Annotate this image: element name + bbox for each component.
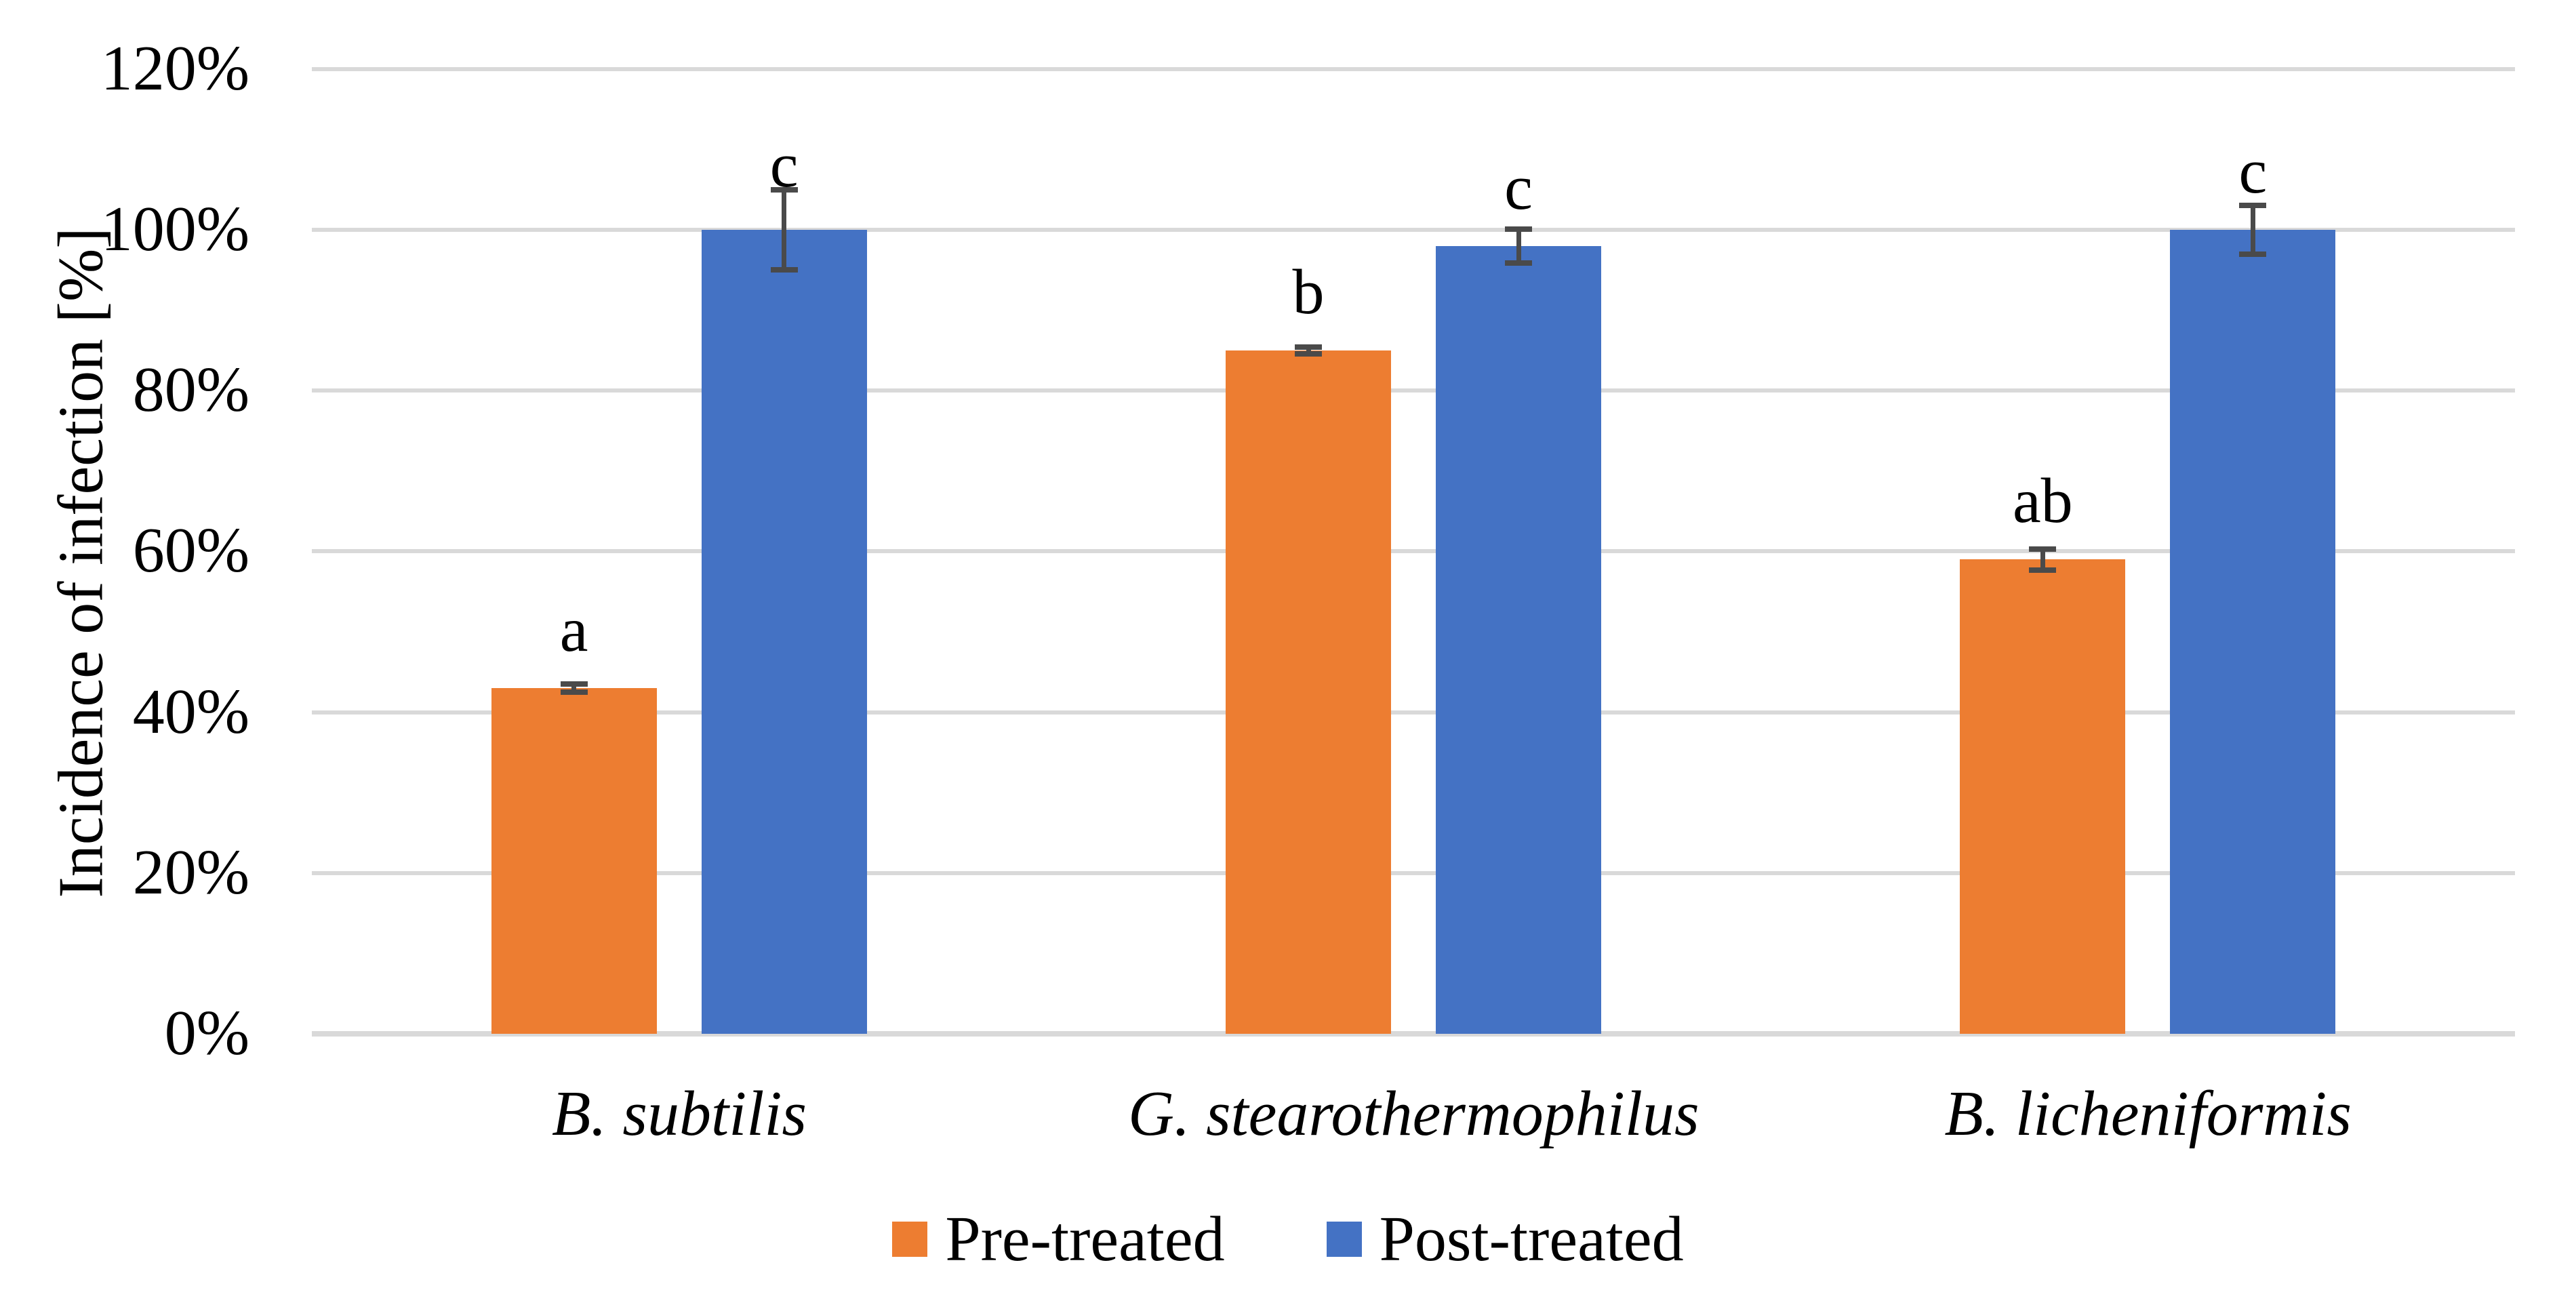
legend-item-post-treated: Post-treated — [1326, 1204, 1684, 1274]
error-bar-cap-top-post-treated-b-licheniformis — [2239, 203, 2267, 209]
error-bar-cap-bottom-pre-treated-g-stearothermophilus — [1295, 350, 1322, 357]
significance-letter-post-treated-b-subtilis: c — [769, 129, 799, 201]
error-bar-cap-bottom-post-treated-g-stearothermophilus — [1505, 260, 1532, 266]
y-tick-label-0: 0% — [164, 998, 249, 1068]
error-bar-cap-bottom-post-treated-b-subtilis — [770, 267, 798, 273]
x-axis-line — [312, 1031, 2515, 1037]
gridline-20 — [312, 870, 2515, 875]
significance-letter-pre-treated-b-licheniformis: ab — [2012, 466, 2073, 537]
legend-label-pre-treated: Pre-treated — [945, 1204, 1225, 1274]
significance-letter-pre-treated-g-stearothermophilus: b — [1292, 256, 1325, 327]
x-category-label-b-subtilis: B. subtilis — [551, 1079, 807, 1149]
x-category-label-b-licheniformis: B. licheniformis — [1944, 1079, 2352, 1149]
error-bar-line-post-treated-g-stearothermophilus — [1516, 228, 1521, 263]
legend-swatch-post-treated — [1326, 1222, 1362, 1257]
legend-label-post-treated: Post-treated — [1379, 1204, 1684, 1274]
bar-pre-treated-g-stearothermophilus — [1226, 350, 1391, 1034]
gridline-40 — [312, 710, 2515, 715]
error-bar-cap-top-pre-treated-b-licheniformis — [2029, 546, 2057, 552]
gridline-100 — [312, 228, 2515, 232]
x-category-label-g-stearothermophilus: G. stearothermophilus — [1128, 1079, 1699, 1149]
bar-pre-treated-b-licheniformis — [1960, 559, 2126, 1034]
y-tick-label-40: 40% — [132, 676, 249, 747]
error-bar-cap-top-pre-treated-g-stearothermophilus — [1295, 344, 1322, 350]
legend-swatch-pre-treated — [892, 1222, 928, 1257]
significance-letter-post-treated-g-stearothermophilus: c — [1504, 152, 1533, 223]
y-tick-label-100: 100% — [100, 194, 249, 264]
error-bar-cap-bottom-pre-treated-b-licheniformis — [2029, 567, 2057, 573]
error-bar-cap-top-pre-treated-b-subtilis — [560, 681, 588, 687]
y-tick-label-20: 20% — [132, 837, 249, 908]
bar-pre-treated-b-subtilis — [491, 688, 657, 1034]
gridline-120 — [312, 66, 2515, 71]
error-bar-line-post-treated-b-licheniformis — [2250, 205, 2255, 254]
error-bar-line-post-treated-b-subtilis — [782, 189, 787, 270]
bar-post-treated-b-subtilis — [701, 230, 867, 1034]
error-bar-cap-top-post-treated-b-subtilis — [770, 186, 798, 193]
significance-letter-post-treated-b-licheniformis: c — [2238, 136, 2268, 207]
y-tick-label-80: 80% — [132, 355, 249, 426]
error-bar-cap-bottom-pre-treated-b-subtilis — [560, 689, 588, 695]
error-bar-cap-top-post-treated-g-stearothermophilus — [1505, 226, 1532, 232]
error-bar-line-pre-treated-g-stearothermophilus — [1306, 347, 1311, 354]
significance-letter-pre-treated-b-subtilis: a — [559, 595, 588, 666]
error-bar-line-pre-treated-b-licheniformis — [2040, 548, 2045, 570]
y-tick-label-120: 120% — [100, 33, 249, 104]
bar-post-treated-g-stearothermophilus — [1436, 245, 1601, 1034]
gridline-80 — [312, 388, 2515, 393]
error-bar-cap-bottom-post-treated-b-licheniformis — [2239, 251, 2267, 257]
bar-post-treated-b-licheniformis — [2170, 230, 2336, 1034]
y-tick-label-60: 60% — [132, 515, 249, 586]
legend-item-pre-treated: Pre-treated — [892, 1204, 1225, 1274]
legend: Pre-treated Post-treated — [0, 1204, 2576, 1274]
error-bar-line-pre-treated-b-subtilis — [571, 684, 577, 692]
gridline-60 — [312, 549, 2515, 554]
